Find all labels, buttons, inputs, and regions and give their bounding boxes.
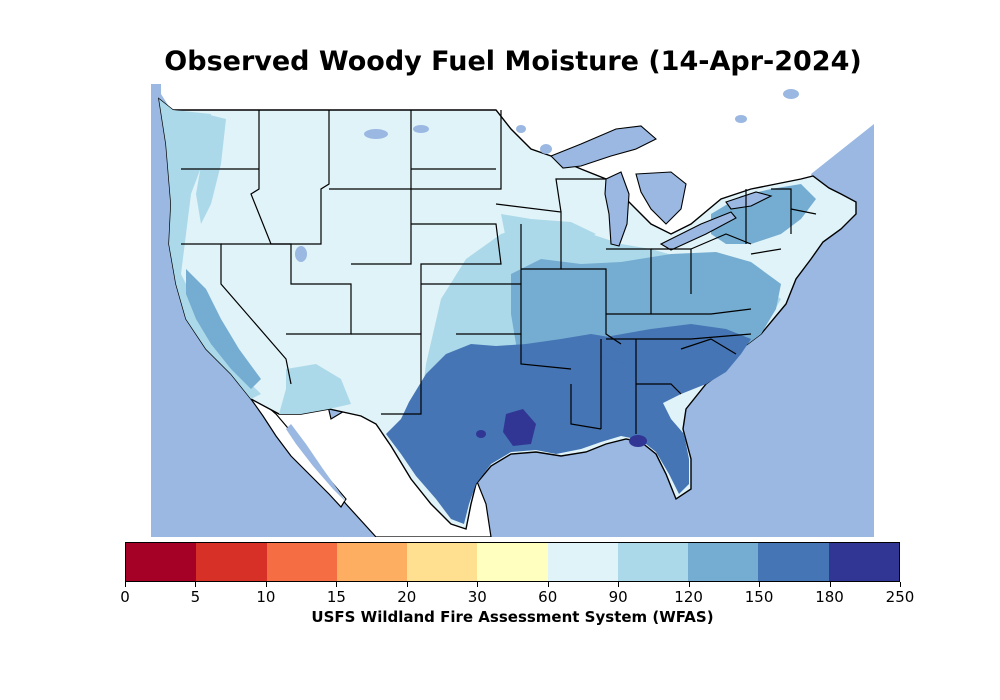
- colorbar-tick-label: 5: [190, 588, 201, 606]
- colorbar-segment-9: [758, 543, 829, 581]
- pacific-coast-moist: [159, 99, 261, 399]
- colorbar-tick-label: 15: [326, 588, 346, 606]
- colorbar-segment-1: [196, 543, 267, 581]
- fuel-moisture-map: [151, 84, 874, 537]
- colorbar-segment-4: [407, 543, 478, 581]
- colorbar-segment-7: [617, 543, 689, 581]
- colorbar-tick-label: 120: [674, 588, 703, 606]
- colorbar-tick-mark: [688, 582, 690, 587]
- colorbar-segment-10: [828, 543, 899, 581]
- colorbar-tick-label: 20: [397, 588, 417, 606]
- colorbar-tick-mark: [195, 582, 197, 587]
- colorbar-tick-label: 30: [467, 588, 487, 606]
- lake-huron: [635, 171, 687, 225]
- colorbar-segment-5: [477, 543, 548, 581]
- east-texas-spot: [476, 430, 486, 438]
- lake-michigan: [604, 171, 630, 247]
- small-lakes: [295, 89, 799, 262]
- colorbar-tick-mark: [336, 582, 338, 587]
- southwest-moist: [279, 364, 351, 414]
- lake-ontario: [725, 191, 773, 210]
- colorbar-tick-mark: [829, 582, 831, 587]
- colorbar-tick-mark: [265, 582, 267, 587]
- colorbar-tick-label: 90: [608, 588, 628, 606]
- colorbar-tick-mark: [477, 582, 479, 587]
- colorbar-segment-2: [266, 543, 337, 581]
- atlantic-north: [811, 124, 874, 234]
- colorbar-tick-mark: [759, 582, 761, 587]
- colorbar-segment-0: [126, 543, 197, 581]
- map-canvas: [158, 84, 874, 537]
- south-central-very-wet: [386, 334, 689, 524]
- colorbar-tick-mark: [406, 582, 408, 587]
- map-title: Observed Woody Fuel Moisture (14-Apr-202…: [164, 46, 862, 77]
- colorbar-tick-mark: [900, 582, 901, 587]
- colorbar-tick-label: 0: [120, 588, 130, 606]
- colorbar-tick-label: 60: [538, 588, 558, 606]
- state-boundaries: [181, 110, 817, 434]
- canada-land: [161, 84, 874, 234]
- colorbar-label: USFS Wildland Fire Assessment System (WF…: [311, 608, 714, 626]
- upper-midwest-moist: [501, 214, 596, 249]
- socal-moist: [186, 269, 261, 389]
- colorbar-segment-8: [688, 543, 759, 581]
- colorbar-tick-label: 180: [815, 588, 844, 606]
- baja-peninsula: [249, 398, 347, 508]
- colorbar-tick-mark: [125, 582, 126, 587]
- gulf-of-california: [286, 424, 346, 502]
- colorbar-segment-6: [547, 543, 618, 581]
- colorbar-tick-label: 150: [744, 588, 774, 606]
- colorbar: [125, 542, 900, 582]
- lake-erie: [659, 211, 737, 251]
- lake-superior: [550, 125, 657, 169]
- colorbar-tick-label: 250: [885, 588, 915, 606]
- colorbar-tick-mark: [618, 582, 620, 587]
- colorbar-tick-mark: [547, 582, 549, 587]
- alabama-core-extreme: [629, 435, 647, 447]
- southeast-very-wet: [581, 324, 751, 404]
- colorbar-ticks: 0 5 10 15 20 30 60 90 120 150 180 250: [120, 582, 914, 606]
- colorbar-segment-3: [336, 543, 408, 581]
- texas-core-extreme: [503, 409, 536, 446]
- colorbar-tick-label: 10: [256, 588, 276, 606]
